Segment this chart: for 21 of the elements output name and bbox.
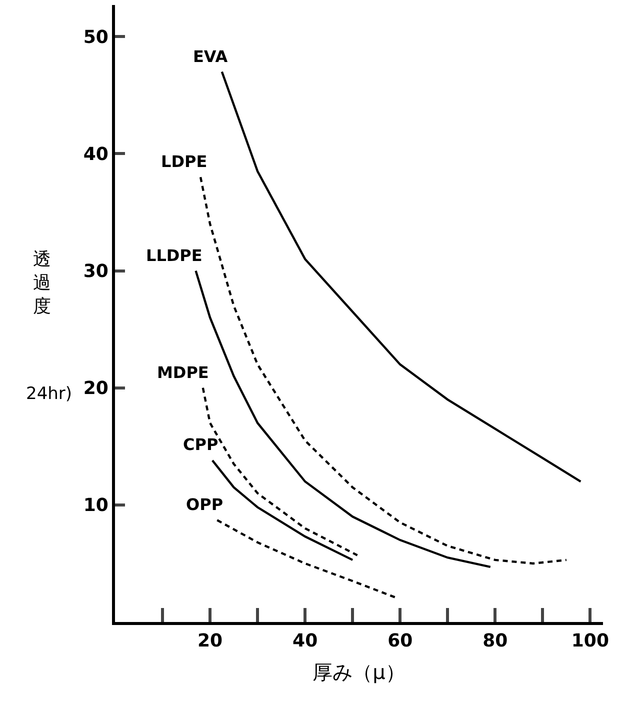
y-tick-label: 10 <box>83 495 108 516</box>
series-label: OPP <box>186 495 224 514</box>
line-series <box>220 70 582 483</box>
x-axis-title: 厚み（μ） <box>312 660 406 684</box>
series-label: LDPE <box>161 152 208 171</box>
series-label: CPP <box>183 435 218 454</box>
x-tick-label: 100 <box>571 630 609 652</box>
x-tick-label: 80 <box>482 630 508 652</box>
x-tick-label: 40 <box>292 630 318 652</box>
y-tick-label: 50 <box>83 26 108 48</box>
x-tick-label: 20 <box>198 630 223 652</box>
y-tick-label: 40 <box>83 144 108 165</box>
series-label: MDPE <box>157 363 209 382</box>
series-label: EVA <box>193 47 228 66</box>
y-tick-label: 30 <box>83 261 108 282</box>
y-axis-title: 透過度 <box>33 249 51 317</box>
y-tick-label: 20 <box>83 378 108 400</box>
line-series <box>216 519 396 599</box>
x-tick-label: 60 <box>388 630 413 652</box>
series-label: LLDPE <box>146 246 202 265</box>
text: 24hr) <box>26 384 72 404</box>
